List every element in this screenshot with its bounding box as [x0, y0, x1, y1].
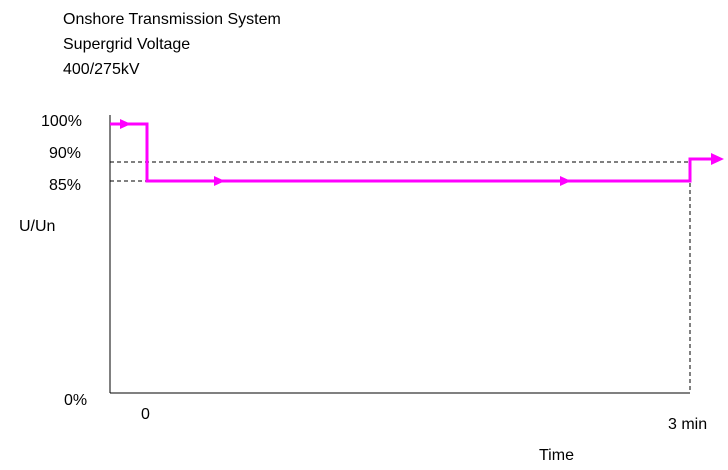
chart-title-line-2: Supergrid Voltage: [63, 36, 190, 53]
arrow-marker-4: [711, 153, 724, 165]
y-axis-label: U/Un: [19, 218, 55, 235]
x-tick-label-0: 0: [141, 406, 150, 423]
series-line-voltage: [110, 122, 712, 183]
arrow-marker-1: [120, 119, 131, 129]
x-tick-label-3min: 3 min: [668, 416, 707, 433]
arrow-marker-3: [560, 176, 571, 186]
y-tick-label-100: 100%: [41, 113, 82, 130]
chart-title-line-3: 400/275kV: [63, 61, 140, 78]
arrow-marker-2: [214, 176, 225, 186]
y-tick-label-90: 90%: [49, 145, 81, 162]
y-tick-label-0: 0%: [64, 392, 87, 409]
chart-title-line-1: Onshore Transmission System: [63, 11, 281, 28]
y-tick-label-85: 85%: [49, 177, 81, 194]
x-axis-label: Time: [539, 447, 574, 464]
